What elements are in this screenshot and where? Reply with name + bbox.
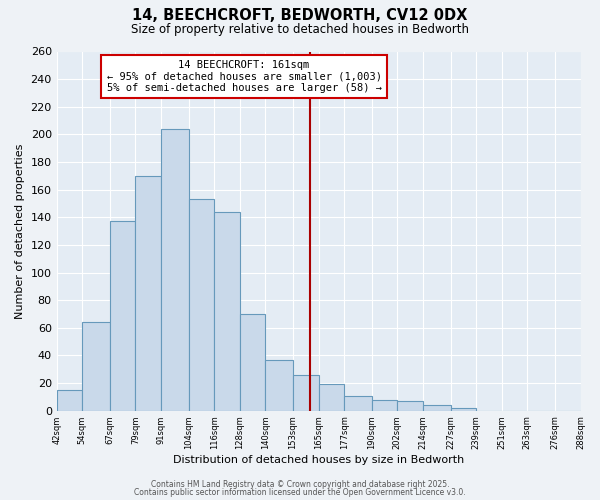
Bar (110, 222, 136, 410)
Bar (136, 176, 161, 410)
Bar (214, 212, 240, 410)
X-axis label: Distribution of detached houses by size in Bedworth: Distribution of detached houses by size … (173, 455, 464, 465)
Y-axis label: Number of detached properties: Number of detached properties (15, 144, 25, 319)
Bar (265, 360, 293, 410)
Text: 14, BEECHCROFT, BEDWORTH, CV12 0DX: 14, BEECHCROFT, BEDWORTH, CV12 0DX (133, 8, 467, 22)
Bar (397, 401, 423, 410)
Bar (188, 200, 214, 410)
Bar (372, 400, 397, 410)
Bar (82, 322, 110, 410)
Text: 14 BEECHCROFT: 161sqm
← 95% of detached houses are smaller (1,003)
5% of semi-de: 14 BEECHCROFT: 161sqm ← 95% of detached … (107, 60, 382, 93)
Bar (161, 129, 188, 410)
Bar (344, 396, 372, 410)
Bar (293, 375, 319, 410)
Bar (451, 408, 476, 410)
Bar (240, 314, 265, 410)
Text: Contains public sector information licensed under the Open Government Licence v3: Contains public sector information licen… (134, 488, 466, 497)
Bar (319, 384, 344, 410)
Bar (423, 405, 451, 410)
Text: Contains HM Land Registry data © Crown copyright and database right 2025.: Contains HM Land Registry data © Crown c… (151, 480, 449, 489)
Bar (56, 390, 82, 410)
Text: Size of property relative to detached houses in Bedworth: Size of property relative to detached ho… (131, 22, 469, 36)
